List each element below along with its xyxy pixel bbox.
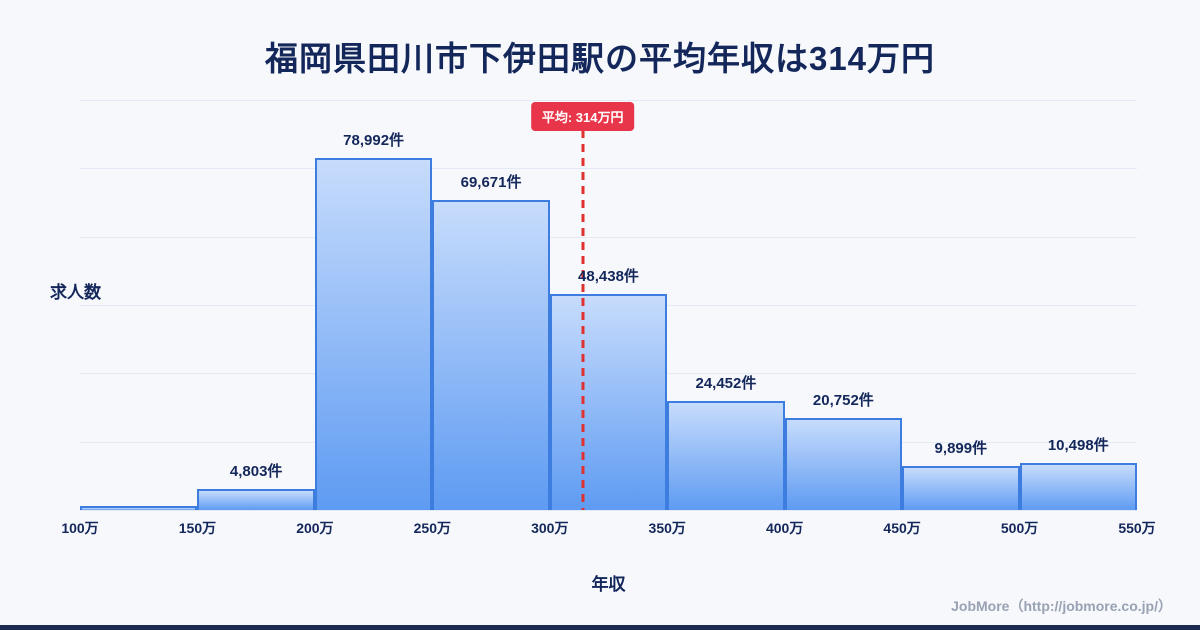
page-title: 福岡県田川市下伊田駅の平均年収は314万円	[264, 40, 936, 77]
bar-value-label: 24,452件	[695, 375, 757, 392]
x-tick: 450万	[883, 520, 921, 536]
bar-value-label: 78,992件	[343, 132, 405, 149]
x-tick: 150万	[178, 520, 217, 536]
bar-100万-150万	[80, 506, 198, 510]
x-tick: 400万	[765, 520, 804, 536]
bar-450万-500万	[902, 466, 1020, 510]
bar-value-label: 4,803件	[229, 463, 283, 480]
x-tick: 300万	[531, 520, 569, 536]
x-tick: 350万	[648, 520, 686, 536]
gridline	[80, 236, 1137, 238]
footer-credit: JobMore（http://jobmore.co.jp/）	[951, 598, 1172, 614]
bar-value-label: 69,671件	[460, 174, 522, 191]
gridline	[80, 100, 1137, 101]
x-axis-ticks: 100万 150万 200万 250万 300万 350万 400万 450万 500万 550万	[61, 518, 1155, 538]
x-tick: 500万	[1000, 520, 1039, 536]
bar-300万-350万	[549, 294, 668, 510]
bar-250万-300万	[432, 200, 550, 510]
bar-150万-200万	[197, 489, 315, 510]
x-tick: 100万	[61, 520, 99, 536]
x-axis-label: 年収	[591, 575, 626, 594]
x-tick: 550万	[1118, 520, 1156, 536]
bar-value-label: 9,899件	[934, 440, 988, 457]
plot-area: 4,803件 78,992件 69,671件 48,438件 24,452件 20,752…	[80, 100, 1137, 511]
bar-value-label: 10,498件	[1047, 437, 1109, 454]
y-axis-label: 求人数	[50, 283, 101, 302]
bar-400万-450万	[784, 418, 903, 510]
gridline	[80, 168, 1137, 170]
average-line	[581, 130, 585, 510]
average-badge: 平均: 314万円	[530, 102, 635, 131]
bar-350万-400万	[667, 401, 785, 510]
x-tick: 250万	[413, 520, 452, 536]
gridline	[80, 510, 1137, 511]
x-tick: 200万	[296, 520, 334, 536]
bar-200万-250万	[314, 158, 433, 510]
bar-value-label: 20,752件	[812, 392, 874, 409]
bar-500万-550万	[1019, 463, 1137, 510]
bottom-border	[0, 625, 1200, 630]
bar-value-label: 48,438件	[578, 268, 639, 285]
